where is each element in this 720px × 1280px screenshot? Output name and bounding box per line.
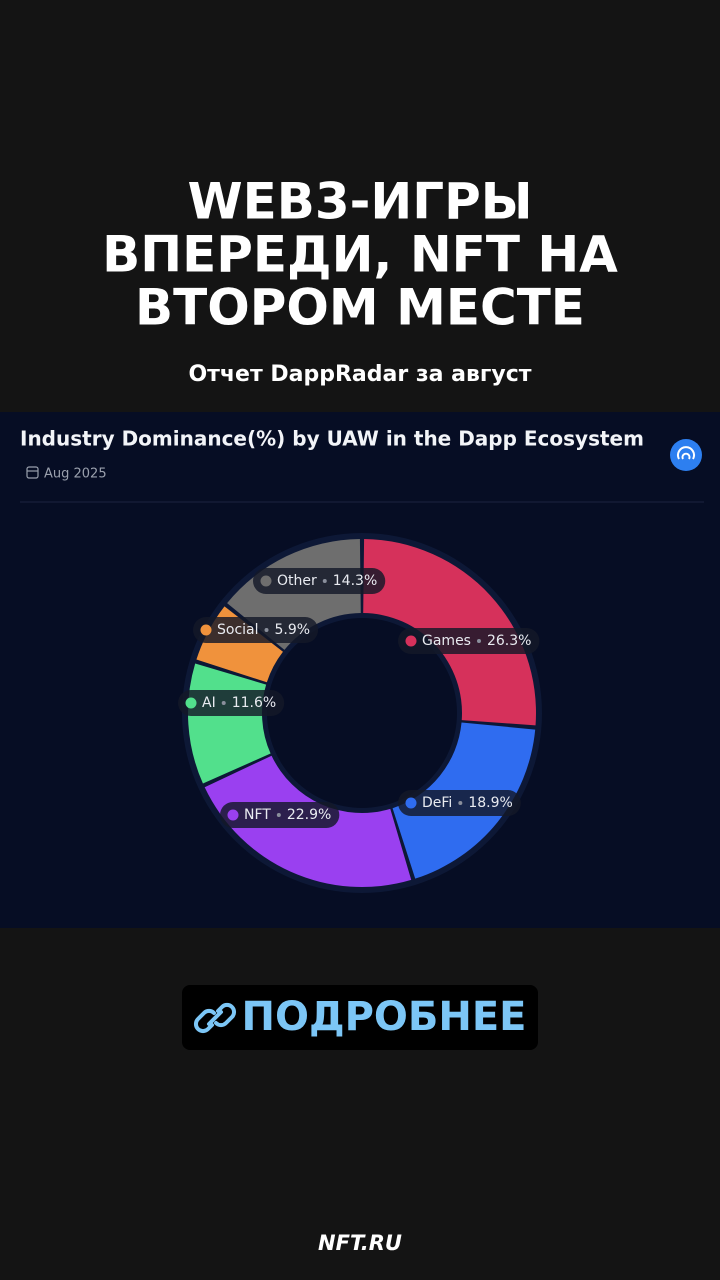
slice-label: Other 14.3%: [253, 568, 386, 594]
footer-logo: NFT.RU: [318, 1231, 402, 1255]
more-button[interactable]: [182, 985, 538, 1050]
label-name: Social: [217, 622, 259, 638]
button-label[interactable]: ПОДРОБНЕЕ: [241, 994, 526, 1040]
label-sep: [322, 579, 327, 583]
slice-label: AI 11.6%: [178, 690, 285, 716]
headline-line: WEB3-ИГРЫ: [187, 173, 532, 231]
donut-hole: [267, 618, 457, 808]
label-name: NFT: [244, 807, 271, 823]
label-sep: [276, 813, 281, 817]
label-dot: [260, 575, 272, 587]
label-value: 14.3%: [333, 573, 377, 589]
headline-line: ВТОРОМ МЕСТЕ: [135, 279, 585, 337]
label-pill: [178, 690, 285, 716]
label-sep: [264, 628, 269, 632]
label-value: 18.9%: [468, 795, 512, 811]
label-value: 5.9%: [275, 622, 311, 638]
label-pill: [193, 617, 319, 643]
slice-label: Games 26.3%: [398, 628, 540, 654]
label-dot: [185, 697, 197, 709]
headline-line: ВПЕРЕДИ, NFT НА: [102, 226, 618, 284]
label-name: Other: [277, 573, 317, 589]
label-pill: [253, 568, 386, 594]
label-value: 22.9%: [287, 807, 331, 823]
slice-label: Social 5.9%: [193, 617, 319, 643]
dappradar-logo: [670, 439, 702, 471]
label-dot: [405, 797, 417, 809]
label-sep: [221, 701, 226, 705]
slice-label: DeFi 18.9%: [398, 790, 521, 816]
calendar-icon: [26, 466, 39, 479]
label-sep: [458, 801, 463, 805]
label-name: AI: [202, 695, 216, 711]
link-icon: [193, 1002, 237, 1034]
subtitle: Отчет DappRadar за август: [188, 362, 531, 387]
label-name: DeFi: [422, 795, 452, 811]
labels: Games 26.3% DeFi 18.9% NFT 22.9% AI 11.6% Social…: [178, 568, 540, 828]
label-name: Games: [422, 633, 471, 649]
chart-title: Industry Dominance(%) by UAW in the Dapp…: [20, 427, 644, 451]
label-pill: [398, 628, 540, 654]
slice-label: NFT 22.9%: [220, 802, 340, 828]
label-sep: [476, 639, 481, 643]
label-value: 26.3%: [487, 633, 531, 649]
label-dot: [200, 624, 212, 636]
chart-date: Aug 2025: [44, 467, 107, 482]
label-dot: [405, 635, 417, 647]
headline: WEB3-ИГРЫ ВПЕРЕДИ, NFT НА ВТОРОМ МЕСТЕ: [102, 173, 618, 337]
label-dot: [227, 809, 239, 821]
label-value: 11.6%: [232, 695, 276, 711]
